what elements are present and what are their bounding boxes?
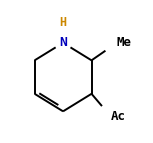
Text: Me: Me xyxy=(117,36,132,49)
Text: N: N xyxy=(59,36,67,49)
Text: Ac: Ac xyxy=(110,110,125,123)
Text: H: H xyxy=(60,16,67,29)
